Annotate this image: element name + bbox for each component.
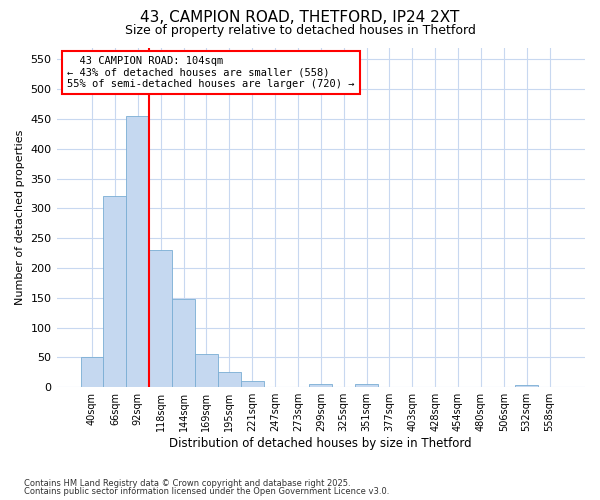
Bar: [355, 384, 378, 387]
Text: Contains public sector information licensed under the Open Government Licence v3: Contains public sector information licen…: [24, 487, 389, 496]
Y-axis label: Number of detached properties: Number of detached properties: [15, 130, 25, 305]
Bar: [310, 384, 332, 387]
Bar: [218, 372, 241, 387]
Bar: [80, 358, 103, 387]
Text: 43, CAMPION ROAD, THETFORD, IP24 2XT: 43, CAMPION ROAD, THETFORD, IP24 2XT: [140, 10, 460, 25]
Text: 43 CAMPION ROAD: 104sqm
← 43% of detached houses are smaller (558)
55% of semi-d: 43 CAMPION ROAD: 104sqm ← 43% of detache…: [67, 56, 355, 89]
Text: Contains HM Land Registry data © Crown copyright and database right 2025.: Contains HM Land Registry data © Crown c…: [24, 478, 350, 488]
Text: Size of property relative to detached houses in Thetford: Size of property relative to detached ho…: [125, 24, 475, 37]
Bar: [195, 354, 218, 387]
X-axis label: Distribution of detached houses by size in Thetford: Distribution of detached houses by size …: [169, 437, 472, 450]
Bar: [103, 196, 127, 387]
Bar: [172, 299, 195, 387]
Bar: [149, 250, 172, 387]
Bar: [515, 386, 538, 387]
Bar: [127, 116, 149, 387]
Bar: [241, 381, 263, 387]
